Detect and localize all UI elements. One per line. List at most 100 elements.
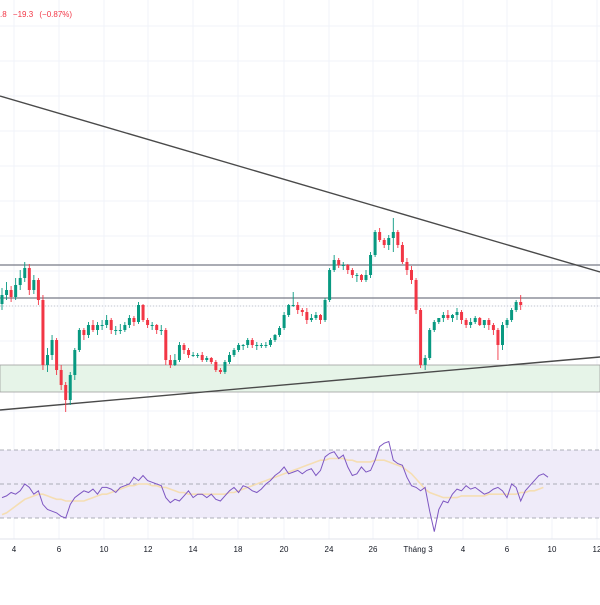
price-change: −19.3 <box>12 10 34 19</box>
rsi-line <box>1 440 549 532</box>
x-tick-label: 10 <box>548 545 557 554</box>
candle-body <box>36 280 40 300</box>
candle-body <box>496 330 500 345</box>
candle-body <box>268 340 272 345</box>
candle-body <box>455 312 459 315</box>
candle-body <box>141 305 145 320</box>
rsi-pane <box>0 440 600 532</box>
candle-body <box>100 325 104 326</box>
candle-body <box>23 268 27 278</box>
candle-body <box>323 300 327 320</box>
candle-body <box>396 232 400 245</box>
candle-body <box>32 280 36 290</box>
candle-body <box>159 330 163 331</box>
candle-body <box>50 340 54 355</box>
x-tick-label: 12 <box>593 545 600 554</box>
candle-body <box>278 328 282 335</box>
candle-body <box>482 320 486 325</box>
candle-body <box>446 315 450 318</box>
x-tick-label: Tháng 3 <box>403 545 433 554</box>
candle-body <box>355 275 359 276</box>
candle-body <box>405 262 409 270</box>
candle-body <box>246 340 250 345</box>
x-tick-label: 4 <box>461 545 466 554</box>
candle-body <box>55 340 59 370</box>
candle-body <box>305 312 309 320</box>
candle-body <box>332 260 336 270</box>
candle-body <box>118 330 122 331</box>
candle-body <box>450 315 454 318</box>
candle-body <box>505 320 509 325</box>
candle-body <box>237 345 241 350</box>
candle-body <box>400 245 404 262</box>
candle-body <box>478 318 482 325</box>
candle-body <box>9 290 13 297</box>
candle-body <box>287 305 291 315</box>
candle-body <box>437 318 441 322</box>
candle-body <box>18 278 22 285</box>
candle-body <box>5 290 9 295</box>
candle-body <box>173 360 177 365</box>
candle-body <box>77 330 81 350</box>
candle-body <box>232 350 236 355</box>
candle-body <box>487 320 491 325</box>
candle-body <box>364 275 368 280</box>
candle-body <box>0 295 4 304</box>
candle-body <box>510 310 514 320</box>
candle-body <box>282 315 286 328</box>
candle-body <box>150 325 154 326</box>
candle-body <box>132 318 136 322</box>
candle-body <box>182 345 186 350</box>
candle-body <box>241 345 245 346</box>
candle-body <box>86 325 90 335</box>
candle-body <box>309 318 313 320</box>
price-header: .8 −19.3 (−0.87%) <box>0 10 76 19</box>
candle-body <box>378 232 382 240</box>
candle-body <box>59 370 63 385</box>
candle-body <box>369 255 373 275</box>
candle-body <box>296 305 300 310</box>
candle-body <box>41 300 45 365</box>
candle-body <box>91 325 95 330</box>
candle-body <box>177 345 181 360</box>
candle-body <box>350 270 354 275</box>
x-tick-label: 18 <box>234 545 243 554</box>
candle-body <box>191 355 195 356</box>
candle-body <box>96 325 100 330</box>
candle-body <box>501 325 504 345</box>
x-tick-label: 6 <box>57 545 62 554</box>
candle-body <box>228 355 231 362</box>
candle-body <box>441 315 445 318</box>
candle-body <box>319 315 322 320</box>
candle-body <box>314 315 318 318</box>
candle-body <box>187 350 191 355</box>
x-tick-label: 26 <box>369 545 378 554</box>
candle-body <box>218 370 222 372</box>
candle-body <box>127 318 131 325</box>
candle-body <box>146 320 150 325</box>
candle-body <box>432 322 436 330</box>
candle-body <box>273 335 277 340</box>
x-axis: 4 6 10 12 14 18 20 24 26 Tháng 3 4 6 10 12 <box>12 545 600 554</box>
candle-body <box>164 330 168 360</box>
x-tick-label: 24 <box>325 545 334 554</box>
candle-body <box>200 355 204 360</box>
x-tick-label: 4 <box>12 545 17 554</box>
candle-body <box>464 320 468 325</box>
candle-body <box>387 238 391 245</box>
candle-body <box>410 270 413 280</box>
candle-body <box>514 302 518 310</box>
candle-body <box>209 358 213 362</box>
candle-body <box>346 265 350 270</box>
candle-body <box>359 275 363 280</box>
candle-body <box>155 325 159 330</box>
descending-trendline[interactable] <box>0 95 600 273</box>
candle-body <box>64 385 68 400</box>
x-tick-label: 14 <box>189 545 198 554</box>
candle-body <box>473 318 477 322</box>
candle-body <box>205 358 209 360</box>
candle-body <box>373 232 377 255</box>
ascending-trendline[interactable] <box>0 356 600 411</box>
